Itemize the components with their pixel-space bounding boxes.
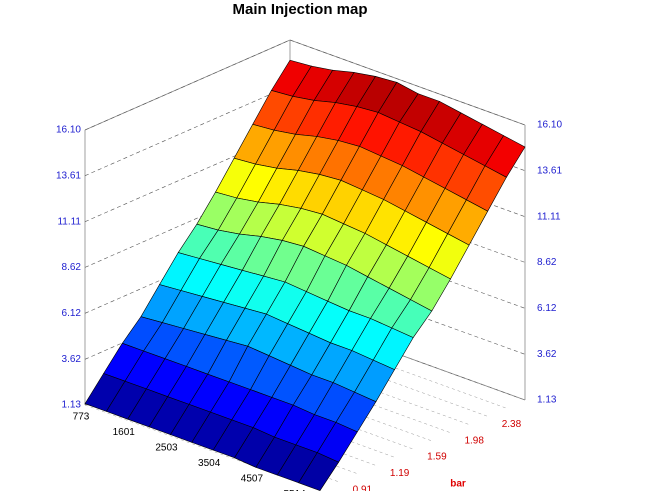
z-tick-label: 8.62 [537,257,557,268]
z-tick-label: 8.62 [62,262,82,273]
z-tick-label: 11.11 [57,216,81,227]
z-tick-label: 13.61 [537,165,562,176]
z-tick-label: 6.12 [62,308,82,319]
bar-tick-label: 1.98 [464,435,484,446]
z-tick-label: 16.10 [537,120,562,131]
rpm-tick-label: 4507 [241,473,264,484]
z-tick-label: 1.13 [62,400,82,411]
chart-title: Main Injection map [232,1,367,18]
z-tick-label: 1.13 [537,395,557,406]
bar-tick-label: 0.91 [353,484,373,491]
surface-patch [298,452,340,491]
z-tick-label: 11.11 [537,211,561,222]
axis-label: bar [450,479,466,490]
bar-tick-label: 2.38 [502,419,522,430]
rpm-tick-label: 1601 [113,427,136,438]
bar-tick-label: 1.19 [390,468,410,479]
rpm-tick-label: 3504 [198,458,221,469]
z-tick-label: 3.62 [537,349,557,360]
z-tick-label: 16.10 [56,125,81,136]
rpm-tick-label: 5514 [284,489,307,491]
rpm-tick-label: 2503 [155,443,178,454]
bar-tick-label: 1.59 [427,452,447,463]
z-tick-label: 3.62 [62,354,82,365]
rpm-tick-label: 773 [73,412,90,423]
frame-line [289,39,526,126]
z-tick-label: 13.61 [56,170,81,181]
z-tick-label: 6.12 [537,303,557,314]
